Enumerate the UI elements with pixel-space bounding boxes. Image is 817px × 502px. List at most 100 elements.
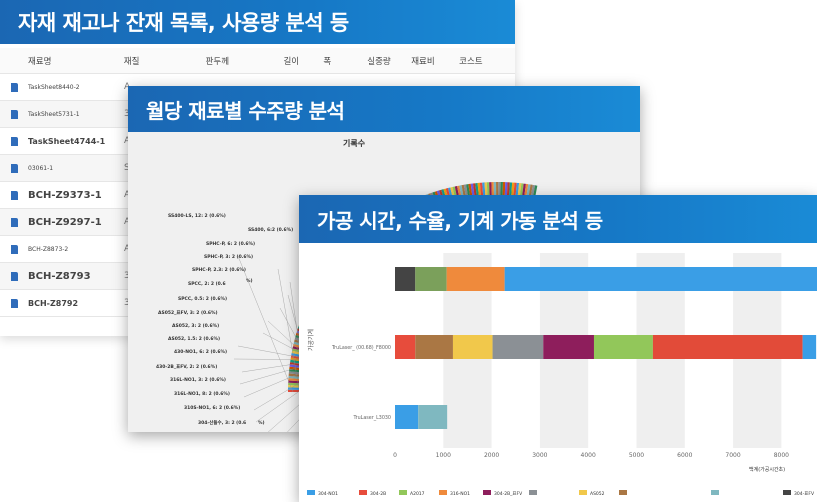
pie-label: AS052_표FV, 3: 2 (0.6%) xyxy=(158,311,218,316)
document-icon[interactable] xyxy=(10,82,18,92)
x-tick-label: 0 xyxy=(393,452,397,459)
pie-label: 316L-NO1, 3: 2 (0.6%) xyxy=(170,378,226,383)
bar-segment xyxy=(446,267,505,291)
file-icon-cell xyxy=(0,244,24,254)
document-icon[interactable] xyxy=(10,217,18,227)
material-name[interactable]: BCH-Z8793 xyxy=(28,270,91,282)
file-icon-cell xyxy=(0,136,24,146)
bar-segment xyxy=(395,335,416,359)
column-header[interactable]: 실중량 xyxy=(367,56,391,67)
material-name[interactable]: 03061-1 xyxy=(28,164,54,172)
pie-label: SPHC-P, 3: 2 (0.6%) xyxy=(204,255,254,260)
x-tick-label: 6000 xyxy=(677,452,692,459)
machine-time-banner: 가공 시간, 수율, 기계 가동 분석 등 xyxy=(299,195,817,243)
inventory-banner: 자재 재고나 잔재 목록, 사용량 분석 등 xyxy=(0,0,515,44)
file-icon-cell xyxy=(0,82,24,92)
material-type: A xyxy=(120,217,202,227)
y-axis-label: 가공기계 xyxy=(307,329,315,351)
pie-label: SPHC-P, 6: 2 (0.6%) xyxy=(206,242,256,247)
bar-segment xyxy=(415,335,453,359)
material-type: 3 xyxy=(124,271,130,281)
pie-label: 304-산들수, 3: 2 (0.6 xyxy=(198,421,247,426)
bar-segment xyxy=(418,405,448,429)
legend-swatch xyxy=(307,490,315,495)
legend-label: 304-2B xyxy=(370,491,386,497)
legend-swatch xyxy=(399,490,407,495)
bar-segment xyxy=(452,335,493,359)
category-label: TruLaser_ (00.68)_F8000 xyxy=(331,345,391,351)
legend-label: 304-2B_표FV xyxy=(494,491,523,497)
x-axis-label: 백계(가공시간초) xyxy=(749,466,785,473)
material-type: A xyxy=(120,82,202,92)
column-header[interactable]: 재질 xyxy=(123,56,140,67)
pie-label: AS052, 1.5: 2 (0.6%) xyxy=(168,337,221,342)
x-tick-label: 7000 xyxy=(725,452,740,459)
file-icon-cell xyxy=(0,109,24,119)
material-name[interactable]: BCH-Z8873-2 xyxy=(28,245,69,253)
column-header[interactable]: 길이 xyxy=(283,56,300,67)
bar-segment xyxy=(415,267,447,291)
legend-swatch xyxy=(619,490,627,495)
legend-label: A2017 xyxy=(410,491,425,497)
legend-label: 304-NO1 xyxy=(318,491,338,497)
legend-swatch xyxy=(579,490,587,495)
column-header[interactable]: 폭 xyxy=(323,56,332,67)
pie-chart-title: 기록수 xyxy=(343,139,366,148)
bar-segment xyxy=(802,335,817,359)
bar-segment xyxy=(593,335,653,359)
x-tick-label: 8000 xyxy=(774,452,789,459)
x-tick-label: 3000 xyxy=(532,452,547,459)
material-name[interactable]: BCH-Z9297-1 xyxy=(28,216,102,228)
stacked-bar-chart: 0 1000 2000 3000 4000 5000 6000 7000 8000 백계(가공시간… xyxy=(307,253,817,497)
bar-segment xyxy=(395,267,416,291)
legend-swatch xyxy=(359,490,367,495)
legend-swatch xyxy=(529,490,537,495)
material-type: A xyxy=(120,136,202,146)
material-name[interactable]: TaskSheet4744-1 xyxy=(28,136,106,146)
column-header[interactable]: 판두께 xyxy=(205,56,230,67)
legend-swatch xyxy=(483,490,491,495)
pie-label: SPHC-P, 2.3: 2 (0.6%) xyxy=(192,268,246,273)
legend-label: AS052 xyxy=(590,491,605,497)
file-icon-cell xyxy=(0,163,24,173)
file-icon-cell xyxy=(0,298,24,308)
material-type: A xyxy=(120,244,202,254)
x-tick-label: 2000 xyxy=(484,452,499,459)
document-icon[interactable] xyxy=(10,271,18,281)
material-type: S xyxy=(124,163,130,173)
column-header[interactable]: 재료비 xyxy=(411,56,435,67)
table-header: 재료명 재질 판두께 길이 폭 실중량 재료비 코스트 xyxy=(0,48,515,74)
document-icon[interactable] xyxy=(10,190,18,200)
legend-label: 316-NO1 xyxy=(450,491,470,497)
bar-segment xyxy=(652,335,803,359)
material-type: 3 xyxy=(124,109,130,119)
x-tick-label: 4000 xyxy=(581,452,596,459)
material-name[interactable]: BCH-Z8792 xyxy=(28,298,79,308)
pie-label: 430-2B_표FV, 2: 2 (0.6%) xyxy=(156,365,218,370)
document-icon[interactable] xyxy=(10,163,18,173)
x-tick-label: 5000 xyxy=(629,452,644,459)
document-icon[interactable] xyxy=(10,109,18,119)
pie-label: SS400, 6:2 (0.6%) xyxy=(248,228,294,233)
pie-label: %) xyxy=(258,421,265,426)
legend-swatch xyxy=(783,490,791,495)
document-icon[interactable] xyxy=(10,298,18,308)
bar-segment xyxy=(395,405,419,429)
pie-label: SPCC, 0.5: 2 (0.6%) xyxy=(178,297,228,302)
leader-line xyxy=(237,255,294,393)
pie-label: %) xyxy=(246,279,253,284)
column-header[interactable]: 재료명 xyxy=(27,56,52,67)
material-name[interactable]: TaskSheet8440-2 xyxy=(28,83,80,91)
pie-label: 430-NO1, 6: 2 (0.6%) xyxy=(174,350,228,355)
column-header[interactable]: 코스트 xyxy=(459,56,483,67)
document-icon[interactable] xyxy=(10,136,18,146)
machine-time-panel: 가공 시간, 수율, 기계 가동 분석 등 0 1000 2000 3000 4000 5… xyxy=(299,195,817,502)
document-icon[interactable] xyxy=(10,244,18,254)
material-name[interactable]: TaskSheet5731-1 xyxy=(28,110,80,118)
legend-swatch xyxy=(711,490,719,495)
material-order-banner: 월당 재료별 수주량 분석 xyxy=(128,86,640,132)
category-label: TruLaser_L3030 xyxy=(352,415,391,421)
material-name[interactable]: BCH-Z9373-1 xyxy=(28,189,102,201)
material-type: 3 xyxy=(124,298,130,308)
